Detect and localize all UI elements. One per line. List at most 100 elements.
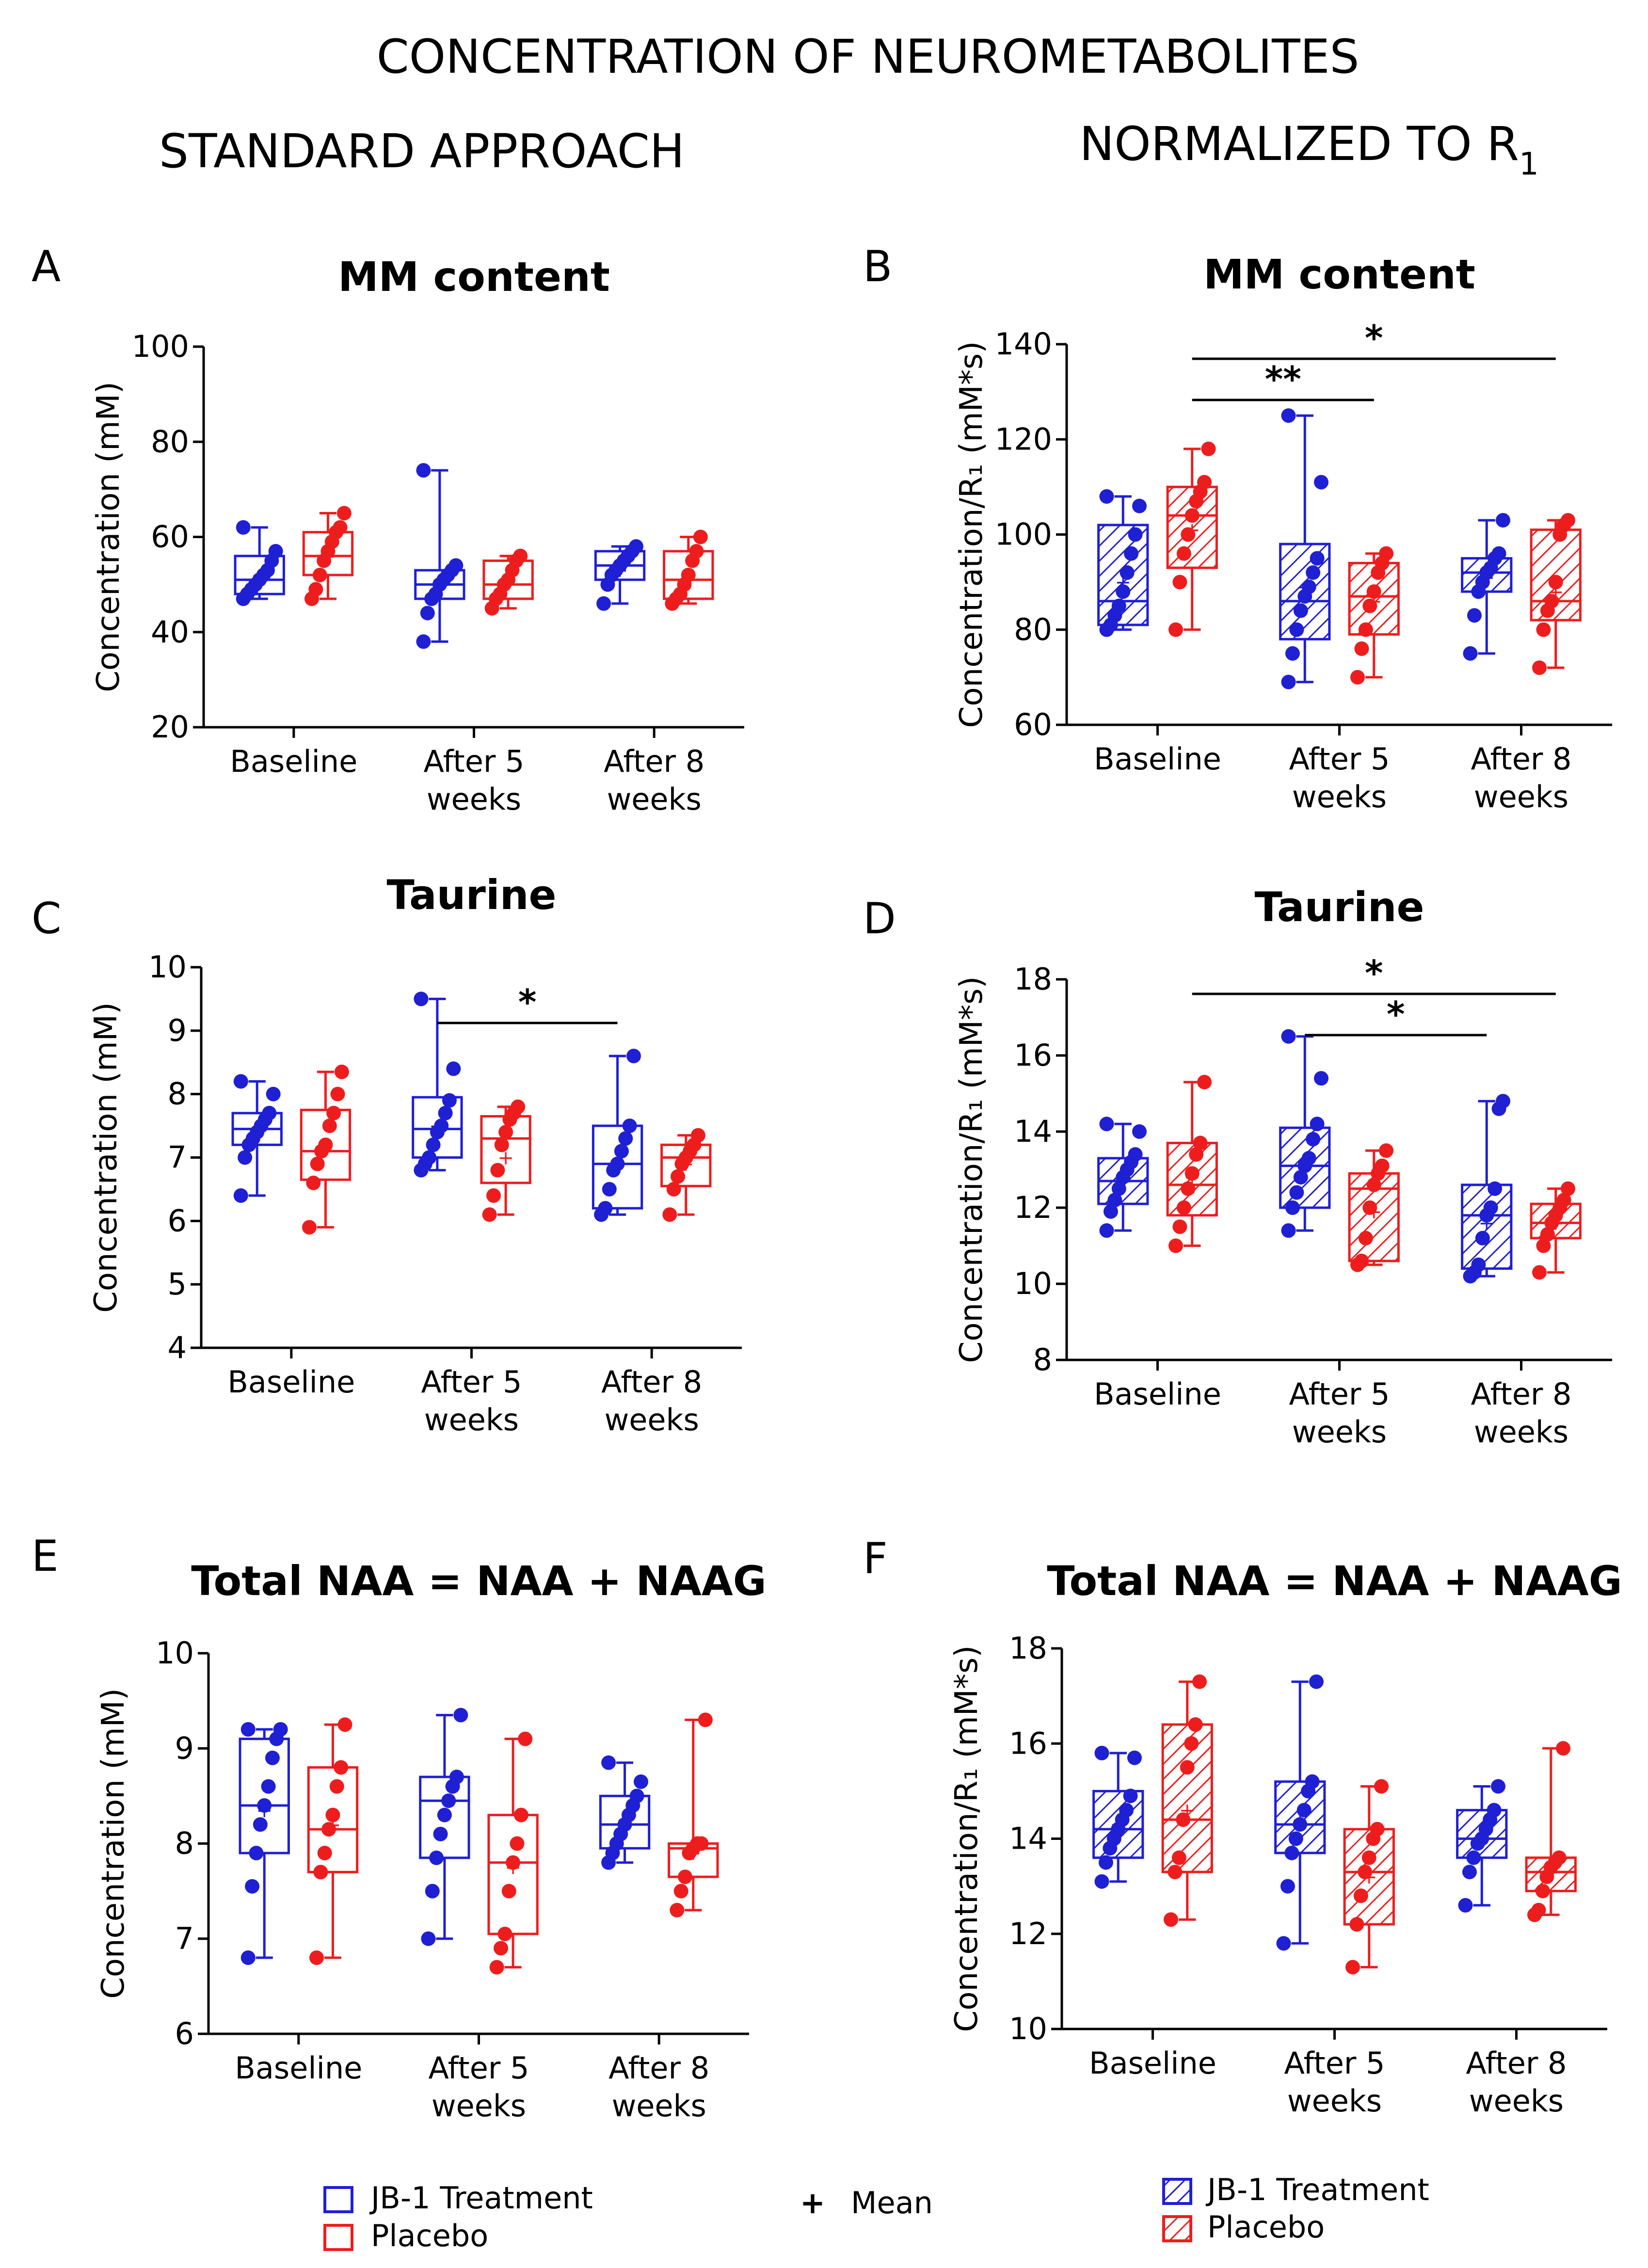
y-tick-label: 7 [175,1921,194,1956]
box-iqr [1461,1183,1513,1270]
y-axis-label: Concentration (mM) [91,382,127,692]
data-point [321,1822,336,1837]
x-category-label: Baseline [230,744,357,779]
left-column-heading: STANDARD APPROACH [159,124,685,178]
data-point [325,1807,340,1822]
y-tick-label: 7 [168,1140,187,1175]
box-treatment: + [419,1708,470,1946]
data-point [308,582,323,597]
chart-title: MM content [338,253,610,301]
y-axis-label: Concentration/R₁ (mM*s) [954,341,990,728]
y-tick-label: 10 [156,1635,194,1671]
data-point [618,1131,633,1146]
box-treatment: + [599,1755,651,1870]
data-point [1354,641,1369,656]
data-point [1116,584,1131,599]
box-placebo: + [660,1128,712,1222]
data-point [1176,1812,1191,1827]
data-point [1276,1936,1291,1951]
data-point [622,1118,637,1134]
y-tick-label: 8 [175,1826,194,1861]
data-point [634,1774,648,1789]
data-point [1189,1147,1204,1162]
data-point [1172,575,1187,590]
x-category-label: Baseline [227,1364,355,1400]
data-point [326,1105,341,1120]
y-axis-label: Concentration/R₁ (mM*s) [954,976,990,1363]
data-point [1491,1779,1505,1794]
data-point [1168,622,1183,637]
data-point [309,1950,324,1965]
data-point [1176,546,1191,561]
data-point [310,1156,325,1171]
data-point [1119,1803,1134,1818]
data-point [494,1137,509,1152]
data-point [333,520,348,535]
data-point [420,606,435,621]
data-point [240,1722,256,1737]
data-point [1293,1170,1308,1185]
data-point [1111,1181,1126,1196]
data-point [1281,674,1296,689]
y-tick-label: 10 [1014,1266,1052,1301]
data-point [1197,1074,1212,1089]
data-point [329,1779,344,1794]
box-placebo: + [1166,441,1218,637]
data-point [596,596,611,611]
box-placebo: + [302,506,354,607]
data-point [1306,1132,1321,1147]
box-treatment: + [231,1074,283,1203]
panel-letter: D [863,894,896,943]
box-treatment: + [239,1722,290,1965]
data-point [1496,1094,1510,1109]
data-point [1128,527,1143,542]
data-point [1289,1185,1304,1200]
y-tick-label: 14 [1014,1114,1052,1149]
data-point [334,1064,349,1079]
data-point [306,1175,321,1190]
data-point [1556,1193,1571,1208]
data-point [1314,1071,1328,1086]
data-point [1120,565,1135,580]
data-point [1471,1257,1486,1272]
x-category-label: After 8 weeks [1466,2045,1567,2119]
legend-mean: + Mean [800,2185,933,2220]
box-placebo: + [480,1099,531,1222]
y-tick-label: 60 [1014,707,1052,742]
box-placebo: + [1530,513,1582,675]
y-tick-label: 10 [148,949,187,985]
data-point [1314,475,1328,490]
data-point [245,1879,260,1894]
x-category-label: Baseline [1094,741,1221,777]
x-category-label: After 8 weeks [601,1364,702,1437]
data-point [610,1156,625,1171]
data-point [1281,1223,1296,1238]
data-point [1184,1736,1199,1751]
data-point [422,1150,437,1165]
data-point [671,1169,686,1184]
y-tick-label: 8 [1033,1342,1052,1377]
data-point [312,568,327,582]
data-point [268,543,283,559]
data-point [1310,551,1325,566]
box-treatment: + [1461,513,1513,661]
data-point [511,1099,526,1114]
data-point [513,548,528,563]
data-point [273,1722,288,1737]
data-point [1535,1884,1550,1899]
data-point [336,506,352,521]
data-point [670,1902,685,1917]
data-point [1123,1789,1138,1804]
data-point [1540,1227,1555,1242]
data-point [689,543,704,559]
legend-hatched-placebo-swatch [1162,2215,1192,2242]
right-column-heading: NORMALIZED TO R1 [1079,117,1538,182]
data-point [1280,1879,1295,1894]
box-treatment: + [1279,1029,1331,1238]
data-point [1103,1204,1118,1219]
data-point [1556,1741,1571,1756]
panel-d: D Taurine 8 10 12 14 16 18 Concentration/R₁ (mM*… [863,883,1612,1450]
data-point [1466,1850,1481,1865]
data-point [1374,1779,1389,1794]
